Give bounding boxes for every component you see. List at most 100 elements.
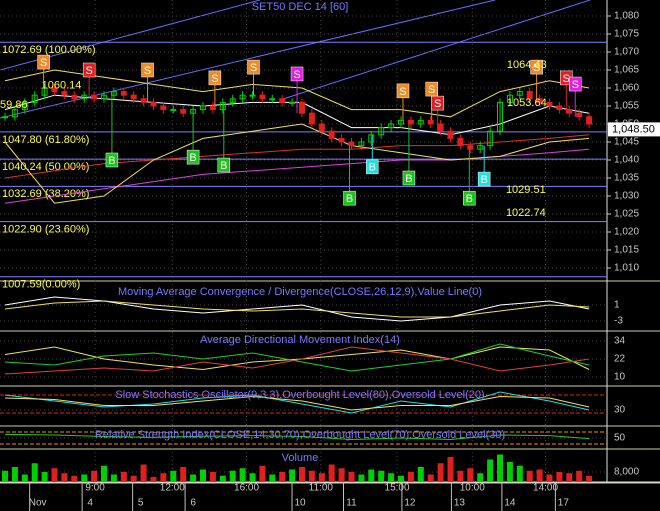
indicator-line	[4, 433, 590, 441]
x-tick-label: 13	[454, 498, 466, 509]
indicator-line	[4, 391, 590, 414]
volume-bar	[457, 470, 464, 482]
candle	[229, 98, 236, 103]
panel-title: Slow Stochastics Oscillator(9,3,3),Overb…	[115, 389, 484, 401]
signal-marker	[247, 59, 260, 75]
volume-bar	[407, 472, 414, 482]
candle	[536, 98, 543, 103]
candle	[487, 130, 494, 147]
signal-label: S	[250, 62, 257, 74]
y-tick-label: 50	[614, 433, 626, 444]
x-tick-label: 14	[504, 498, 516, 509]
volume-bar	[180, 467, 187, 482]
volume-bar	[51, 468, 58, 482]
fib-label: 1047.80 (61.80%)	[2, 134, 89, 146]
y-tick-label: 1,020	[614, 227, 639, 238]
candle	[427, 119, 434, 125]
overlay-line	[4, 123, 590, 204]
panel-title: Relative Strength Index(CLOSE,14,30,70),…	[95, 429, 505, 441]
volume-bar	[239, 468, 246, 482]
candle	[447, 130, 454, 139]
signal-marker	[105, 152, 119, 168]
y-tick-label: 1,045	[614, 137, 639, 148]
candle	[150, 101, 157, 107]
signal-label: S	[85, 65, 92, 77]
volume-bar	[150, 477, 157, 482]
overlay-line	[4, 134, 590, 179]
indicator-line	[4, 343, 590, 372]
x-tick-label: 12:00	[160, 483, 185, 494]
signal-marker	[402, 170, 416, 186]
volume-bar	[11, 467, 18, 482]
x-tick-label: 6	[190, 498, 196, 509]
volume-bar	[219, 475, 226, 482]
y-tick-label: 1,065	[614, 65, 639, 76]
candle	[378, 127, 385, 136]
volume-bar	[318, 473, 325, 482]
price-annotation: 1060.14	[42, 80, 82, 92]
volume-bar	[299, 467, 305, 482]
signal-marker	[431, 95, 444, 111]
signal-label: S	[563, 73, 570, 85]
volume-bar	[576, 470, 583, 482]
y-tick-label: 1,060	[614, 83, 639, 94]
candle	[506, 94, 513, 103]
candle	[21, 101, 28, 111]
candle	[180, 109, 187, 114]
signal-label: B	[466, 193, 473, 205]
indicator-line	[4, 395, 590, 411]
volume-bar	[536, 469, 543, 482]
price-annotation: 1022.74	[506, 207, 546, 219]
candle	[41, 87, 48, 96]
candle	[358, 141, 365, 147]
y-tick-label: 1,035	[614, 173, 639, 184]
candle	[477, 145, 484, 150]
price-annotation: 1053.64	[507, 97, 547, 109]
x-tick-label: 10:00	[460, 483, 485, 494]
volume-bar	[21, 474, 28, 482]
volume-bar	[358, 474, 365, 482]
signal-marker	[290, 66, 304, 82]
current-price-label: 1,048.50	[612, 123, 655, 135]
y-tick-label: 1	[614, 300, 620, 311]
signal-marker	[568, 76, 582, 92]
overlay-line	[4, 69, 590, 118]
volume-bar	[31, 463, 38, 482]
signal-label: S	[293, 69, 300, 81]
candle	[318, 123, 325, 132]
candle	[101, 94, 107, 100]
y-tick-label: 1,025	[614, 209, 639, 220]
signal-label: B	[405, 173, 412, 185]
signal-label: B	[346, 193, 353, 205]
x-tick-label: 5	[138, 498, 144, 509]
volume-bar	[348, 472, 355, 482]
chart-title: SET50 DEC 14 [60]	[252, 1, 349, 13]
volume-bar	[160, 473, 167, 482]
channel-line	[279, 0, 591, 101]
signal-label: S	[40, 57, 47, 69]
fib-label: 1040.24 (50.00%)	[2, 161, 89, 173]
signal-marker	[343, 190, 356, 206]
volume-bar	[140, 464, 147, 482]
volume-bar	[249, 473, 256, 482]
volume-bar	[170, 470, 177, 482]
signal-label: S	[572, 79, 579, 91]
x-tick-label: 16:00	[234, 483, 259, 494]
signal-marker	[463, 190, 476, 206]
signal-label: S	[211, 73, 218, 85]
candle	[110, 91, 117, 96]
candle	[398, 119, 404, 125]
overlay-line	[4, 148, 590, 204]
candle	[467, 145, 474, 150]
candle	[81, 94, 88, 100]
candle	[299, 101, 305, 114]
candle	[457, 137, 464, 147]
volume-bar	[437, 463, 444, 482]
candle	[586, 116, 593, 125]
y-tick-label: 8,000	[614, 467, 639, 478]
y-tick-label: 1,030	[614, 191, 639, 202]
panel-title: Average Directional Movement Index(14)	[200, 334, 400, 346]
volume-bar	[101, 465, 107, 482]
candle	[170, 109, 177, 112]
volume-bar	[190, 474, 197, 482]
